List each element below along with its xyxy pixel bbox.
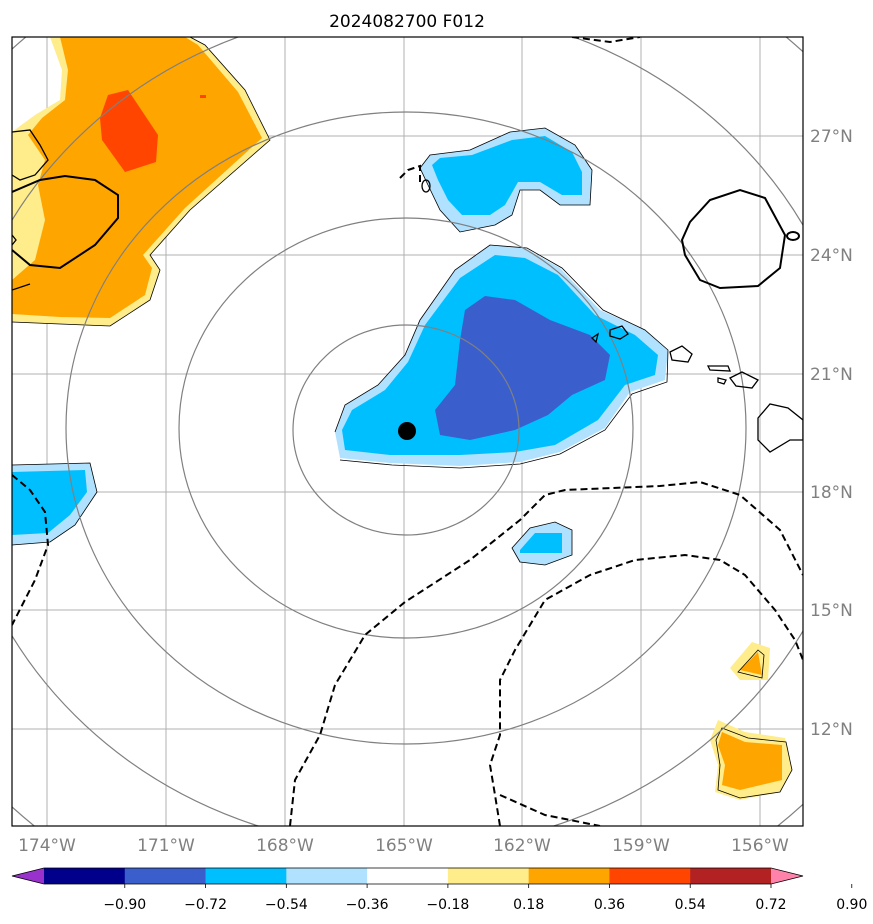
colorbar-tick-label: −0.36 [346,897,389,913]
colorbar-extend-max [771,868,803,884]
colorbar-segment [447,868,530,884]
colorbar-tick-label: 0.18 [513,897,544,913]
lon-label: 168°W [256,836,314,856]
colorbar-tick-label: −0.18 [426,897,469,913]
lon-label: 162°W [493,836,551,856]
lat-label: 27°N [810,127,853,147]
negative-anomaly-central [334,244,669,469]
lat-label: 18°N [810,483,853,503]
lat-label: 24°N [810,246,853,266]
positive-anomaly-se [710,642,793,800]
negative-anomaly-west-edge [12,462,98,546]
solid-contours [12,174,800,290]
storm-center-marker [398,422,416,440]
lon-label: 171°W [137,836,195,856]
colorbar-segment [609,868,691,884]
colorbar-segment [367,868,449,884]
colorbar-segment [205,868,287,884]
dashed-contours [12,37,803,826]
colorbar-tick-label: 0.90 [836,897,867,913]
negative-anomaly-north [419,127,593,233]
lat-label: 12°N [810,720,853,740]
lat-label: 15°N [810,601,853,621]
map-frame [11,36,804,827]
lon-label: 165°W [375,836,433,856]
colorbar-tick-label: 0.72 [755,897,786,913]
colorbar-tick-label: −0.72 [184,897,227,913]
lon-label: 156°W [731,836,789,856]
colorbar-extend-min [12,868,44,884]
colorbar-outline [11,867,804,885]
latitude-labels: 27°N 24°N 21°N 18°N 15°N 12°N [810,127,853,740]
colorbar-tick-label: 0.54 [675,897,706,913]
lon-label: 159°W [612,836,670,856]
colorbar-segment [286,868,368,884]
lat-label: 21°N [810,365,853,385]
positive-anomaly-nw [12,37,271,327]
colorbar-segment [690,868,772,884]
longitude-labels: 174°W 171°W 168°W 165°W 162°W 159°W 156°… [18,836,789,856]
lon-label: 174°W [18,836,76,856]
colorbar-tick-label: −0.90 [103,897,146,913]
negative-anomaly-small-south [511,521,573,566]
coastlines [12,129,803,453]
colorbar-segment [124,868,207,884]
colorbar-tick-label: −0.54 [265,897,308,913]
figure-title: 2024082700 F012 [329,12,485,32]
colorbar-segment [44,868,126,884]
colorbar-segment [528,868,610,884]
colorbar-tick-label: 0.36 [594,897,625,913]
colorbar: −0.90 −0.72 −0.54 −0.36 −0.18 0.18 0.36 0.54 0.7… [11,867,867,913]
